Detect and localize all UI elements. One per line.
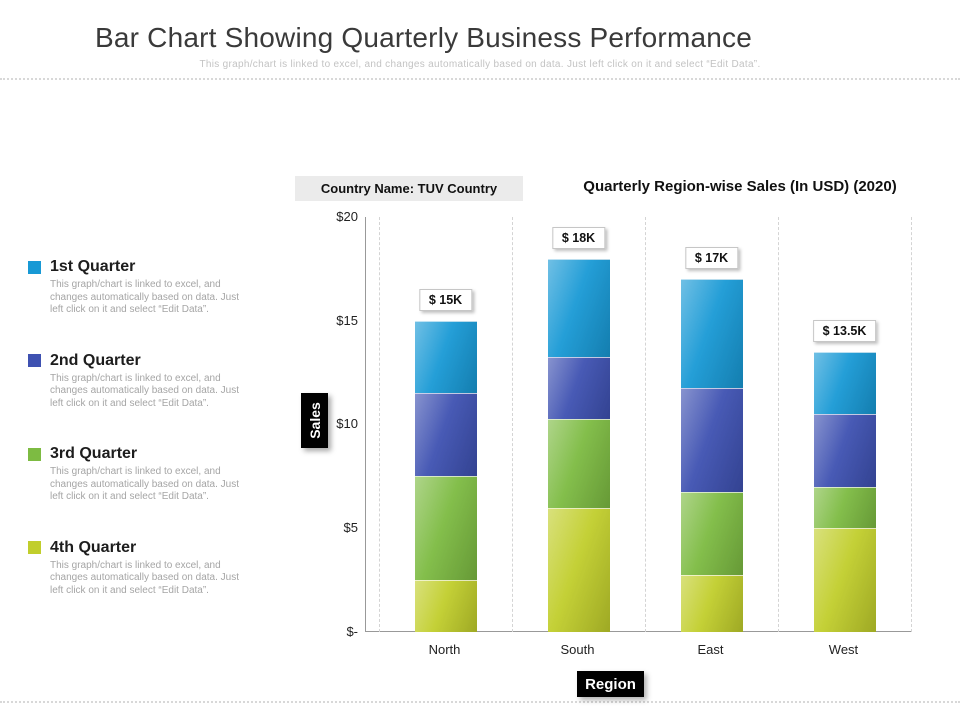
bottom-dotted-divider	[0, 701, 960, 703]
x-axis-category-label: South	[560, 642, 595, 657]
x-axis-category-label: East	[697, 642, 724, 657]
y-axis-tick-label: $10	[336, 416, 358, 431]
legend-description: This graph/chart is linked to excel, and…	[50, 466, 240, 502]
bar-segment-1st-quarter[interactable]	[813, 351, 876, 415]
bar-segment-2nd-quarter[interactable]	[414, 393, 477, 477]
chart-plot-area[interactable]: $ 15K $ 18K $ 17K $ 13.5K	[365, 217, 912, 632]
page-title: Bar Chart Showing Quarterly Business Per…	[95, 22, 752, 53]
bar-segment-2nd-quarter[interactable]	[680, 388, 743, 492]
y-axis-tick-label: $5	[343, 520, 358, 535]
legend-head: 2nd Quarter	[28, 352, 263, 370]
gridline	[645, 217, 646, 632]
legend-item-2nd-quarter: 2nd Quarter This graph/chart is linked t…	[28, 352, 263, 411]
bar-segment-1st-quarter[interactable]	[680, 279, 743, 389]
bar-segment-4th-quarter[interactable]	[813, 528, 876, 632]
legend-description: This graph/chart is linked to excel, and…	[50, 559, 240, 596]
plot-inner: $ 15K $ 18K $ 17K $ 13.5K	[379, 217, 912, 632]
top-dotted-divider	[0, 78, 960, 80]
bar-segment-3rd-quarter[interactable]	[414, 476, 477, 581]
bar-total-label: $ 15K	[418, 288, 473, 311]
legend-item-3rd-quarter: 3rd Quarter This graph/chart is linked t…	[28, 445, 263, 504]
country-name-box: Country Name: TUV Country	[295, 176, 523, 201]
y-axis-tick-label: $-	[346, 624, 358, 639]
legend: 1st Quarter This graph/chart is linked t…	[28, 258, 263, 632]
legend-description: This graph/chart is linked to excel, and…	[50, 372, 240, 409]
gridline	[512, 217, 513, 632]
x-axis-category-label: North	[428, 642, 461, 657]
bar-segment-4th-quarter[interactable]	[414, 580, 477, 632]
bar-segment-1st-quarter[interactable]	[547, 258, 610, 358]
bar-segment-2nd-quarter[interactable]	[813, 414, 876, 487]
y-axis-tick-label: $20	[336, 209, 358, 224]
first-quarter-swatch-icon	[28, 260, 41, 274]
bar-segment-3rd-quarter[interactable]	[813, 486, 876, 529]
bar-total-label: $ 18K	[551, 226, 606, 249]
fourth-quarter-swatch-icon	[28, 541, 41, 554]
y-axis-tick-label: $15	[336, 313, 358, 328]
bar-total-label: $ 13.5K	[812, 319, 877, 342]
bar-segment-4th-quarter[interactable]	[680, 574, 743, 632]
legend-head: 3rd Quarter	[28, 445, 263, 463]
second-quarter-swatch-icon	[28, 354, 41, 367]
bar-total-label: $ 17K	[684, 247, 739, 270]
bar-segment-3rd-quarter[interactable]	[547, 419, 610, 508]
x-axis-title: Region	[577, 671, 644, 697]
gridline	[778, 217, 779, 632]
legend-head: 4th Quarter	[28, 539, 263, 557]
bar-segment-3rd-quarter[interactable]	[680, 491, 743, 575]
bar-segment-1st-quarter[interactable]	[414, 320, 477, 394]
legend-label: 3rd Quarter	[50, 445, 138, 462]
third-quarter-swatch-icon	[28, 447, 41, 461]
legend-description: This graph/chart is linked to excel, and…	[50, 279, 240, 315]
legend-head: 1st Quarter	[28, 258, 263, 276]
gridline	[379, 217, 380, 632]
legend-label: 1st Quarter	[50, 258, 136, 275]
chart-title: Quarterly Region-wise Sales (In USD) (20…	[583, 178, 897, 195]
legend-label: 2nd Quarter	[50, 351, 141, 369]
legend-label: 4th Quarter	[50, 538, 137, 556]
bar-segment-2nd-quarter[interactable]	[547, 357, 610, 420]
y-axis-title: Sales	[301, 393, 328, 448]
legend-item-1st-quarter: 1st Quarter This graph/chart is linked t…	[28, 258, 263, 317]
gridline	[911, 217, 912, 632]
legend-item-4th-quarter: 4th Quarter This graph/chart is linked t…	[28, 539, 263, 598]
x-axis-category-label: West	[828, 642, 859, 657]
bar-segment-4th-quarter[interactable]	[547, 507, 610, 632]
page-subtitle: This graph/chart is linked to excel, and…	[199, 59, 761, 70]
